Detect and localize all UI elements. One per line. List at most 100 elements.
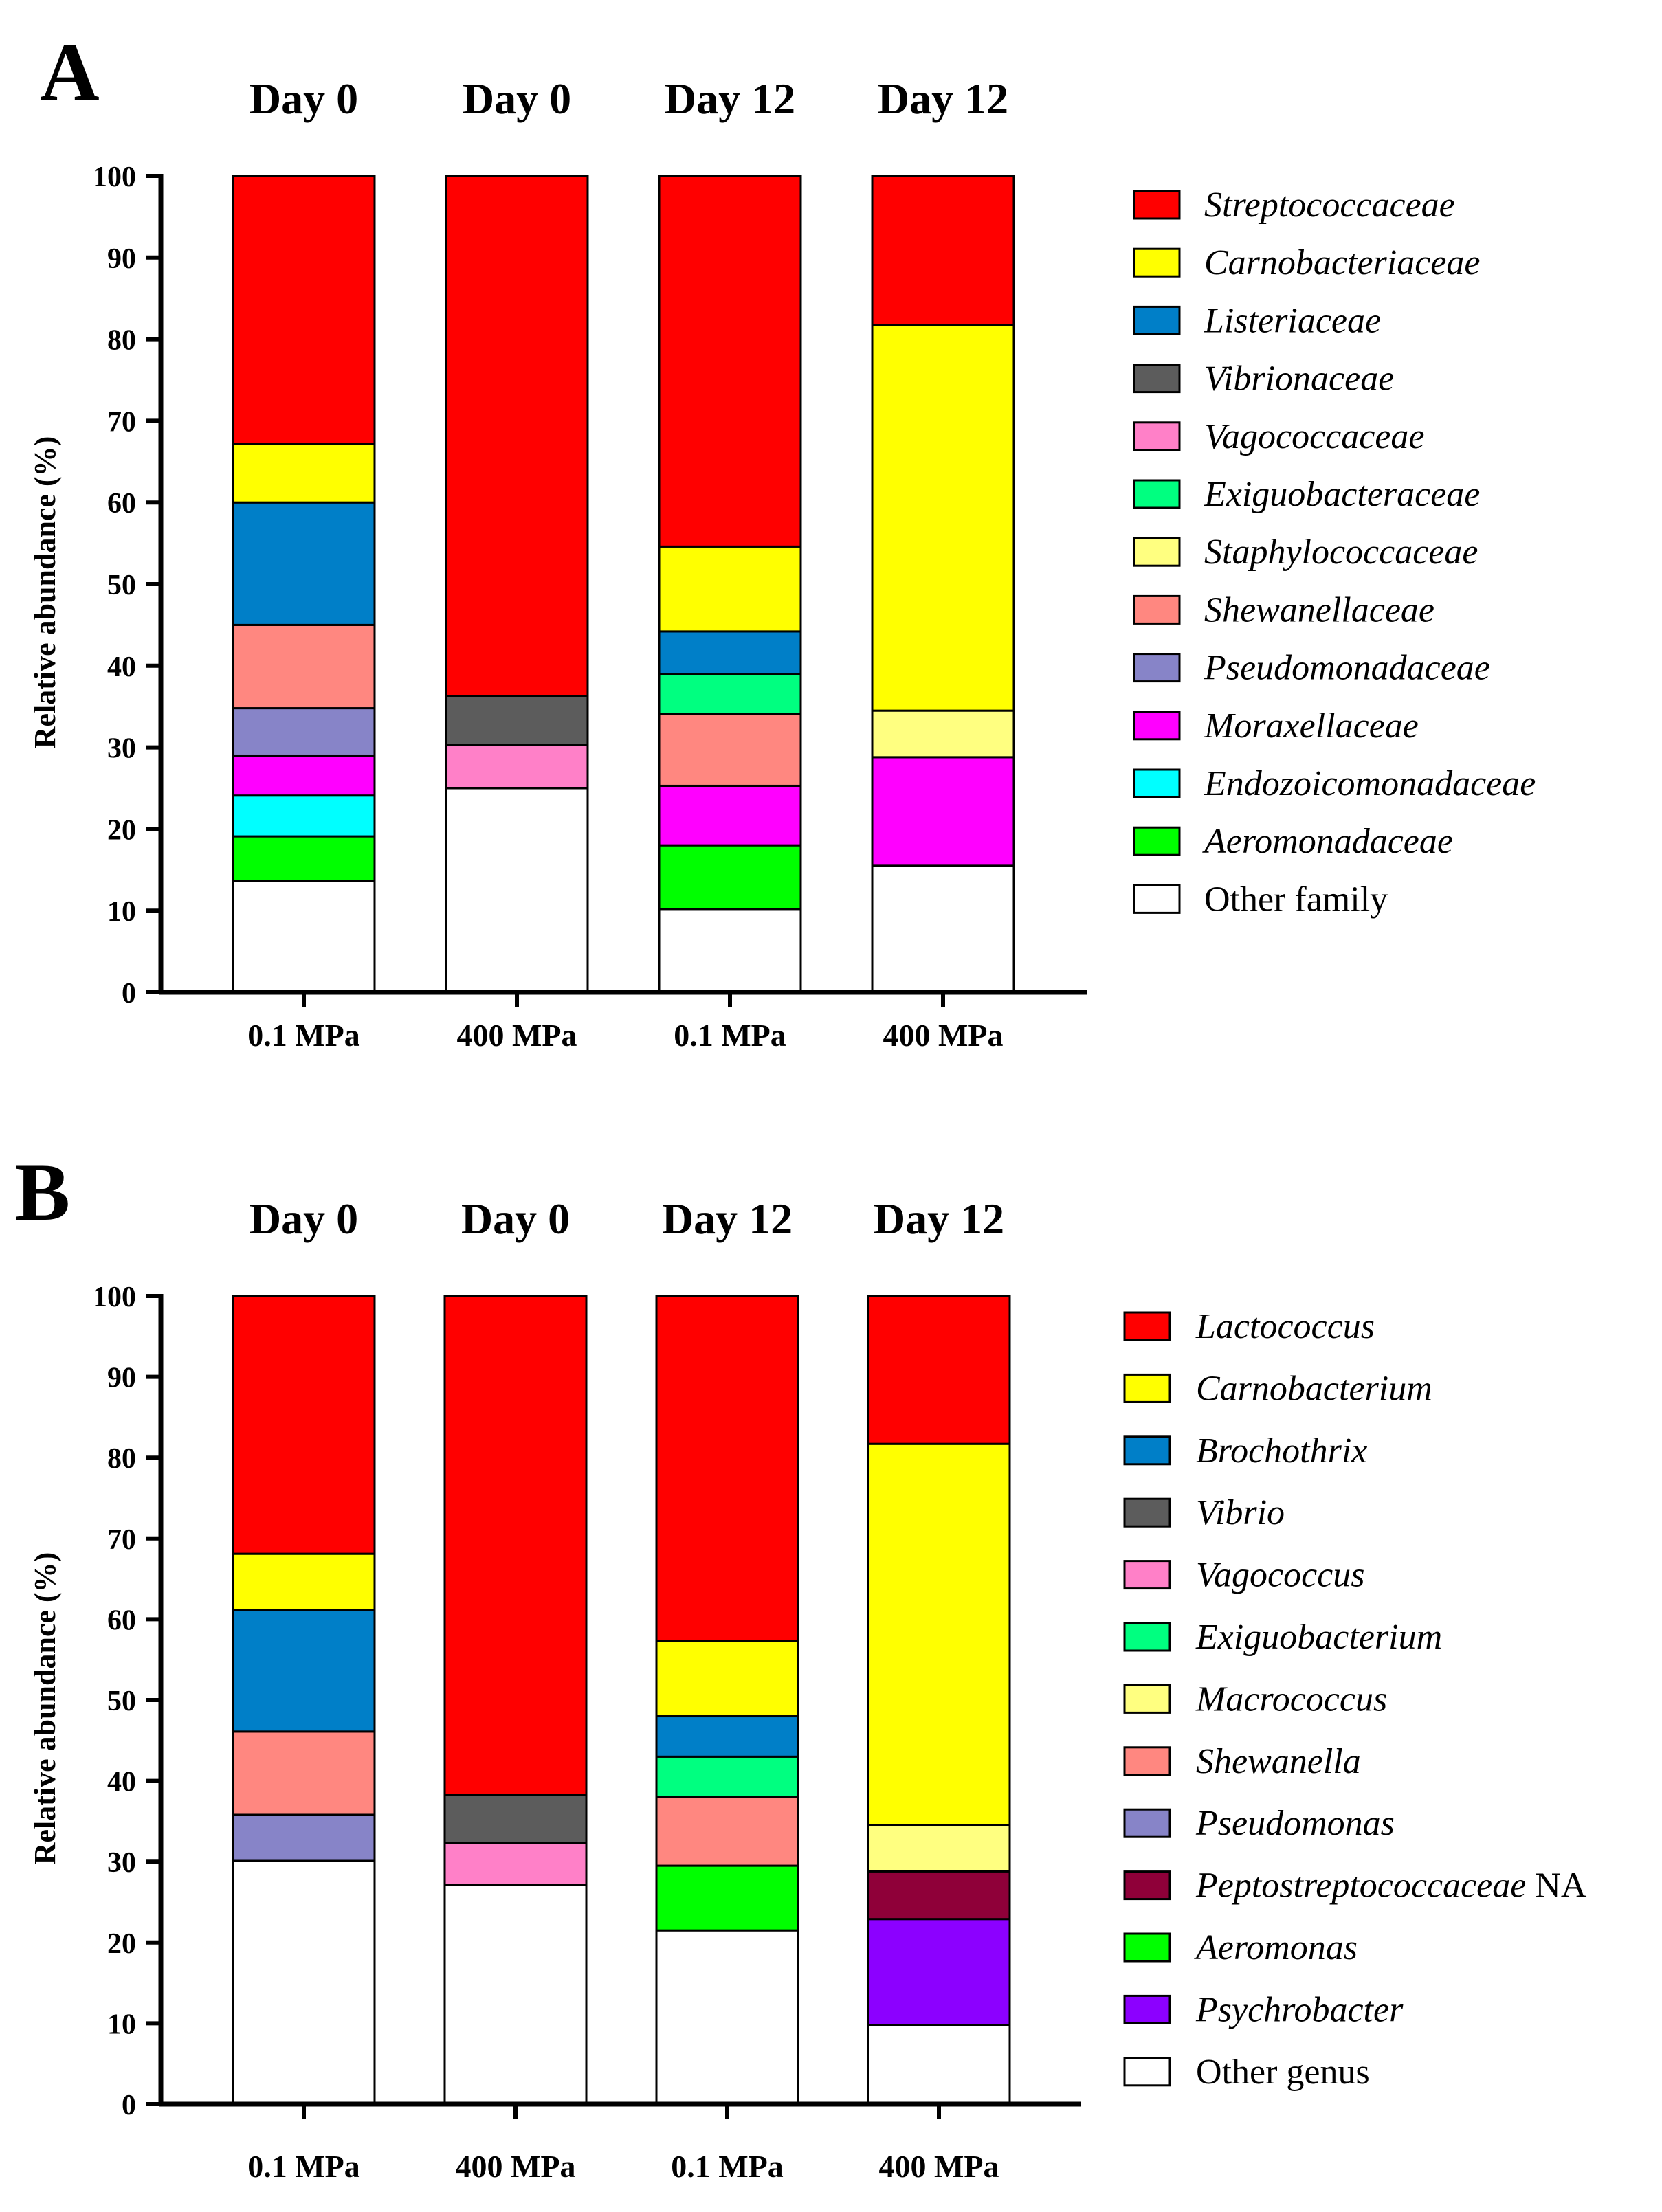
legend-label-other-family: Other family	[1204, 880, 1388, 919]
y-tick-label: 0	[122, 978, 136, 1009]
y-axis-title: Relative abundance (%)	[28, 436, 62, 749]
bar-segment-pseudomonadaceae-0	[232, 707, 376, 757]
legend-label-psychrobacter: Psychrobacter	[1195, 1990, 1404, 2029]
bar-segment-listeriaceae-2	[658, 630, 802, 675]
category-label: 400 MPa	[456, 1018, 577, 1053]
legend-label-listeriaceae: Listeriaceae	[1204, 301, 1381, 340]
bar-segment-aeromonas-2	[655, 1864, 799, 1932]
legend-swatch-peptostreptococcaceae-na	[1123, 1870, 1171, 1901]
y-tick-label: 30	[107, 733, 136, 765]
day-label: Day 0	[461, 1194, 570, 1243]
legend-label-vagococcus: Vagococcus	[1196, 1556, 1364, 1595]
y-tick-label: 70	[107, 1524, 136, 1556]
legend-swatch-vagococcus	[1123, 1560, 1171, 1590]
bar-segment-streptococcaceae-0	[232, 175, 376, 445]
legend-swatch-psychrobacter	[1123, 1994, 1171, 2024]
bar-segment-lactococcus-0	[232, 1295, 376, 1555]
bar-segment-other-family-2	[658, 908, 802, 994]
legend-swatch-other-genus	[1123, 2057, 1171, 2087]
legend-swatch-moraxellaceae	[1133, 711, 1181, 741]
legend-label-brochothrix: Brochothrix	[1196, 1431, 1367, 1471]
legend-label-staphylococcaceae: Staphylococcaceae	[1204, 533, 1478, 572]
bar-segment-staphylococcaceae-3	[871, 709, 1015, 759]
y-tick-label: 0	[122, 2090, 136, 2121]
y-tick-label: 80	[107, 1443, 136, 1475]
bar-segment-vibrio-1	[443, 1794, 588, 1844]
y-tick-label: 10	[107, 896, 136, 928]
bar-segment-streptococcaceae-1	[445, 175, 589, 697]
legend-label-vibrionaceae: Vibrionaceae	[1204, 359, 1394, 399]
bar-segment-shewanellaceae-0	[232, 623, 376, 710]
legend-swatch-brochothrix	[1123, 1435, 1171, 1466]
y-tick-label: 30	[107, 1847, 136, 1879]
bar-segment-carnobacterium-2	[655, 1640, 799, 1718]
bar-segment-other-family-1	[445, 787, 589, 994]
y-tick-label: 50	[107, 1686, 136, 1717]
legend-swatch-shewanella	[1123, 1746, 1171, 1776]
legend-swatch-endozoicomonadaceae	[1133, 768, 1181, 798]
bar-segment-peptostreptococcaceae-na-3	[867, 1870, 1011, 1921]
bar-segment-lactococcus-1	[443, 1295, 588, 1796]
legend-swatch-aeromonas	[1123, 1932, 1171, 1963]
legend-label-vagococcaceae: Vagococcaceae	[1204, 417, 1424, 456]
bar-segment-shewanella-2	[655, 1796, 799, 1867]
bar-segment-brochothrix-2	[655, 1715, 799, 1758]
day-label: Day 12	[874, 1194, 1004, 1243]
y-tick-label: 60	[107, 488, 136, 520]
bar-segment-listeriaceae-0	[232, 501, 376, 626]
day-label: Day 0	[250, 1194, 358, 1243]
legend-swatch-vibrionaceae	[1133, 364, 1181, 394]
bar-segment-other-family-0	[232, 880, 376, 994]
legend-label-pseudomonas: Pseudomonas	[1195, 1804, 1395, 1843]
category-label: 0.1 MPa	[247, 2149, 360, 2184]
bar-segment-aeromonadaceae-0	[232, 835, 376, 882]
y-tick-label: 100	[93, 1282, 136, 1313]
bar-segment-carnobacterium-0	[232, 1552, 376, 1611]
category-label: 0.1 MPa	[674, 1018, 786, 1053]
legend-swatch-pseudomonadaceae	[1133, 653, 1181, 683]
legend-label-carnobacterium: Carnobacterium	[1196, 1369, 1432, 1408]
bar-segment-carnobacteriaceae-3	[871, 324, 1015, 712]
bar-segment-lactococcus-3	[867, 1295, 1011, 1445]
legend-label-endozoicomonadaceae: Endozoicomonadaceae	[1204, 764, 1536, 803]
legend-swatch-vibrio	[1123, 1497, 1171, 1528]
legend-label-vibrio: Vibrio	[1196, 1493, 1285, 1532]
legend-label-shewanella: Shewanella	[1196, 1742, 1361, 1781]
panel-letter: B	[15, 1146, 70, 1238]
bar-segment-moraxellaceae-3	[871, 756, 1015, 867]
category-label: 400 MPa	[455, 2149, 575, 2184]
bar-segment-exiguobacterium-2	[655, 1755, 799, 1798]
legend-swatch-staphylococcaceae	[1133, 537, 1181, 567]
y-tick-label: 20	[107, 814, 136, 846]
bar-segment-other-genus-1	[443, 1884, 588, 2105]
bar-segment-psychrobacter-3	[867, 1918, 1011, 2026]
y-axis-title: Relative abundance (%)	[28, 1552, 62, 1865]
legend-label-other-genus: Other genus	[1196, 2053, 1370, 2092]
legend-swatch-carnobacteriaceae	[1133, 247, 1181, 278]
legend-swatch-pseudomonas	[1123, 1808, 1171, 1838]
day-label: Day 12	[662, 1194, 793, 1243]
legend-swatch-vagococcaceae	[1133, 421, 1181, 451]
bar-segment-vagococcaceae-1	[445, 744, 589, 790]
bar-segment-pseudomonas-0	[232, 1813, 376, 1862]
legend-label-shewanellaceae: Shewanellaceae	[1204, 590, 1434, 629]
y-tick-label: 20	[107, 1928, 136, 1960]
day-label: Day 12	[665, 74, 795, 123]
bar-segment-endozoicomonadaceae-0	[232, 794, 376, 838]
legend-label-carnobacteriaceae: Carnobacteriaceae	[1204, 243, 1480, 282]
panel-b: B Relative abundance (%) Day 0 0.1 MPa Day 0…	[15, 1146, 1587, 2184]
bar-segment-aeromonadaceae-2	[658, 844, 802, 911]
legend-swatch-macrococcus	[1123, 1684, 1171, 1714]
bar-segment-other-family-3	[871, 864, 1015, 994]
bar-segment-carnobacteriaceae-0	[232, 443, 376, 504]
y-tick-label: 90	[107, 243, 136, 275]
y-tick-label: 40	[107, 1767, 136, 1798]
legend-swatch-exiguobacteraceae	[1133, 479, 1181, 509]
legend-swatch-other-family	[1133, 884, 1181, 914]
legend-label-aeromonadaceae: Aeromonadaceae	[1202, 822, 1453, 861]
legend-swatch-lactococcus	[1123, 1311, 1171, 1341]
bar-segment-brochothrix-0	[232, 1609, 376, 1733]
legend-swatch-carnobacterium	[1123, 1373, 1171, 1403]
legend-label-streptococcaceae: Streptococcaceae	[1204, 186, 1455, 225]
panel-letter: A	[40, 26, 100, 118]
